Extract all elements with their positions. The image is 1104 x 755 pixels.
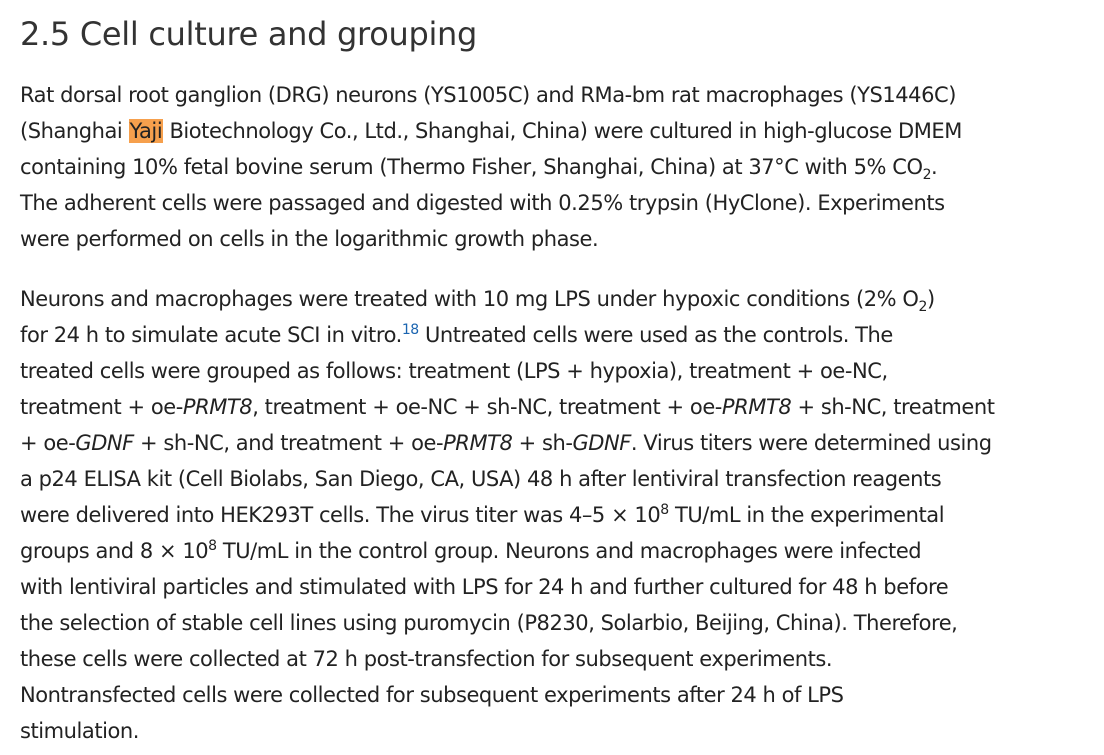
text: groups and 8 × 10	[20, 539, 209, 563]
superscript: 8	[660, 502, 669, 518]
citation-link[interactable]: 18	[401, 322, 419, 338]
line: were delivered into HEK293T cells. The v…	[20, 497, 995, 533]
line: a p24 ELISA kit (Cell Biolabs, San Diego…	[20, 461, 995, 497]
line: groups and 8 × 108 TU/mL in the control …	[20, 533, 995, 569]
gene-name: PRMT8	[443, 431, 513, 455]
line: were performed on cells in the logarithm…	[20, 221, 962, 257]
line: treatment + oe-PRMT8, treatment + oe-NC …	[20, 389, 995, 425]
text: + sh-	[512, 431, 573, 455]
text: )	[926, 287, 935, 311]
citation: 18	[402, 322, 419, 338]
text: The adherent cells were passaged and dig…	[20, 191, 945, 215]
text: + sh-NC, and treatment + oe-	[133, 431, 444, 455]
text: , treatment + oe-NC + sh-NC, treatment +…	[252, 395, 722, 419]
gene-name: GDNF	[572, 431, 631, 455]
section-heading: 2.5 Cell culture and grouping	[20, 15, 478, 53]
line: The adherent cells were passaged and dig…	[20, 185, 962, 221]
text: Rat dorsal root ganglion (DRG) neurons (…	[20, 83, 956, 107]
text: + oe-	[20, 431, 76, 455]
subscript: 2	[922, 167, 932, 184]
text: the selection of stable cell lines using…	[20, 611, 958, 635]
line: with lentiviral particles and stimulated…	[20, 569, 995, 605]
subscript: 2	[918, 299, 927, 316]
line: treated cells were grouped as follows: t…	[20, 353, 995, 389]
text: these cells were collected at 72 h post-…	[20, 647, 833, 671]
text: a p24 ELISA kit (Cell Biolabs, San Diego…	[20, 467, 942, 491]
gene-name: GDNF	[75, 431, 134, 455]
text: TU/mL in the control group. Neurons and …	[216, 539, 922, 563]
text: were performed on cells in the logarithm…	[20, 227, 599, 251]
text: treated cells were grouped as follows: t…	[20, 359, 888, 383]
line: + oe-GDNF + sh-NC, and treatment + oe-PR…	[20, 425, 995, 461]
superscript: 8	[208, 538, 217, 554]
line: Nontransfected cells were collected for …	[20, 677, 995, 713]
text: (Shanghai	[20, 119, 129, 143]
paragraph: Rat dorsal root ganglion (DRG) neurons (…	[20, 77, 962, 257]
text: Nontransfected cells were collected for …	[20, 683, 844, 707]
text: Neurons and macrophages were treated wit…	[20, 287, 919, 311]
line: for 24 h to simulate acute SCI in vitro.…	[20, 317, 995, 353]
text: . Virus titers were determined using	[630, 431, 992, 455]
text: TU/mL in the experimental	[668, 503, 945, 527]
text: for 24 h to simulate acute SCI in vitro.	[20, 323, 402, 347]
line: the selection of stable cell lines using…	[20, 605, 995, 641]
text: stimulation.	[20, 719, 139, 743]
line: Neurons and macrophages were treated wit…	[20, 281, 995, 317]
highlight: Yaji	[128, 119, 164, 143]
line: stimulation.	[20, 713, 995, 749]
line: (Shanghai Yaji Biotechnology Co., Ltd., …	[20, 113, 962, 149]
text: Biotechnology Co., Ltd., Shanghai, China…	[163, 119, 962, 143]
line: these cells were collected at 72 h post-…	[20, 641, 995, 677]
text: treatment + oe-	[20, 395, 183, 419]
gene-name: PRMT8	[182, 395, 253, 419]
text: Untreated cells were used as the control…	[418, 323, 893, 347]
paragraph: Neurons and macrophages were treated wit…	[20, 281, 995, 749]
line: containing 10% fetal bovine serum (Therm…	[20, 149, 962, 185]
text: containing 10% fetal bovine serum (Therm…	[20, 155, 923, 179]
text: .	[931, 155, 938, 179]
text: + sh-NC, treatment	[791, 395, 995, 419]
text: were delivered into HEK293T cells. The v…	[20, 503, 661, 527]
text: with lentiviral particles and stimulated…	[20, 575, 949, 599]
line: Rat dorsal root ganglion (DRG) neurons (…	[20, 77, 962, 113]
gene-name: PRMT8	[721, 395, 792, 419]
